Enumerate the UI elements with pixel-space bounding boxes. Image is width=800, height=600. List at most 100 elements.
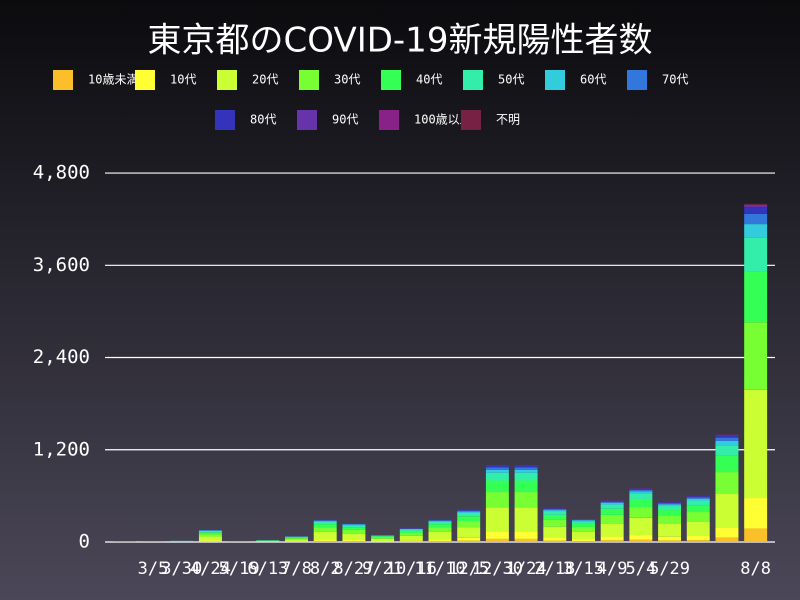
bar-segment	[342, 524, 366, 526]
y-tick-label: 3,600	[33, 254, 90, 276]
bar-segment	[715, 445, 739, 456]
legend-label: 20代	[252, 73, 278, 87]
bar-segment	[485, 469, 509, 473]
bar-segment	[744, 271, 768, 323]
bar-segment	[600, 500, 624, 502]
bar-segment	[629, 517, 653, 536]
bar-segment	[457, 540, 481, 542]
legend-label: 30代	[334, 73, 360, 87]
bar-segment	[744, 237, 768, 272]
bar-segment	[572, 531, 595, 540]
bar-segment	[686, 496, 710, 498]
bar-segment	[399, 529, 423, 530]
bar-segment	[572, 519, 595, 521]
bar-segment	[543, 509, 567, 511]
bar-segment	[629, 507, 653, 518]
x-tick-label: 3/15	[563, 559, 604, 579]
bar-segment	[715, 472, 739, 494]
x-tick-label: 9/21	[362, 559, 403, 579]
bar-segment	[658, 504, 682, 507]
bar-segment	[485, 538, 509, 542]
bar-segment	[543, 514, 567, 520]
legend-label: 100歳以上	[414, 113, 472, 127]
bar-segment	[600, 540, 624, 542]
legend-swatch	[217, 70, 237, 90]
legend-label: 50代	[498, 73, 524, 87]
bar-segment	[313, 527, 337, 532]
bar-segment	[285, 536, 308, 538]
bar-segment	[285, 537, 308, 539]
x-tick-label: 3/5	[138, 559, 169, 579]
bar-segment	[428, 520, 452, 522]
legend-swatch	[215, 110, 235, 130]
bar-segment	[371, 536, 395, 538]
x-tick-label: 2/18	[534, 559, 575, 579]
x-tick-label: 8/8	[740, 559, 771, 579]
bar-segment	[342, 541, 366, 542]
bar-segment	[658, 510, 682, 517]
bar-segment	[371, 541, 395, 542]
bar-segment	[457, 510, 481, 512]
bar-segment	[744, 204, 768, 208]
bar-segment	[686, 505, 710, 513]
legend-label: 60代	[580, 73, 606, 87]
bar-segment	[572, 539, 595, 542]
bar-segment	[198, 534, 222, 537]
bar-segment	[658, 540, 682, 542]
bar-segment	[658, 502, 682, 504]
bar-segment	[371, 535, 395, 537]
bar-segment	[543, 519, 567, 527]
bar-segment	[399, 529, 423, 531]
bar-segment	[572, 521, 595, 524]
y-tick-label: 2,400	[33, 346, 90, 368]
bar-segment	[572, 541, 595, 542]
bar-segment	[313, 539, 337, 542]
x-tick-label: 5/29	[649, 559, 690, 579]
bar-segment	[514, 480, 538, 493]
bar-segment	[342, 533, 366, 540]
bar-segment	[543, 511, 567, 515]
bar-segment	[485, 480, 509, 493]
bar-segment	[715, 435, 739, 438]
bar-segment	[198, 531, 222, 533]
bar-segment	[514, 465, 538, 466]
x-tick-label: 6/13	[247, 559, 288, 579]
legend-label: 70代	[662, 73, 688, 87]
bar-segment	[600, 536, 624, 541]
bar-segment	[256, 541, 280, 542]
bar-segment	[600, 508, 624, 515]
bar-segment	[715, 528, 739, 538]
bar-segment	[629, 489, 653, 492]
bar-segment	[342, 525, 366, 528]
bar-segment	[457, 521, 481, 528]
bar-segment	[342, 529, 366, 534]
bar-segment	[485, 472, 509, 481]
bar-segment	[600, 501, 624, 503]
bar-segment	[629, 539, 653, 542]
bar-segment	[198, 540, 222, 542]
bar-segment	[313, 520, 337, 521]
bar-segment	[457, 510, 481, 511]
bar-segment	[485, 465, 509, 468]
chart-title: 東京都のCOVID-19新規陽性者数	[148, 21, 653, 61]
bar-segment	[715, 537, 739, 542]
bar-segment	[485, 467, 509, 470]
bar-segment	[744, 498, 768, 529]
legend-swatch	[297, 110, 317, 130]
bar-segment	[485, 507, 509, 533]
x-tick-label: 7/8	[281, 559, 312, 579]
bar-segment	[629, 491, 653, 494]
bar-segment	[600, 504, 624, 509]
bar-segment	[428, 527, 452, 532]
bar-segment	[514, 507, 538, 533]
legend-swatch	[545, 70, 565, 90]
bar-segment	[686, 521, 710, 537]
bar-segment	[715, 437, 739, 441]
legend-label: 80代	[250, 113, 276, 127]
bar-segment	[686, 498, 710, 501]
bar-segment	[600, 523, 624, 537]
bar-segment	[457, 511, 481, 513]
bar-segment	[428, 521, 452, 525]
bar-segment	[514, 465, 538, 468]
bar-segment	[543, 508, 567, 510]
